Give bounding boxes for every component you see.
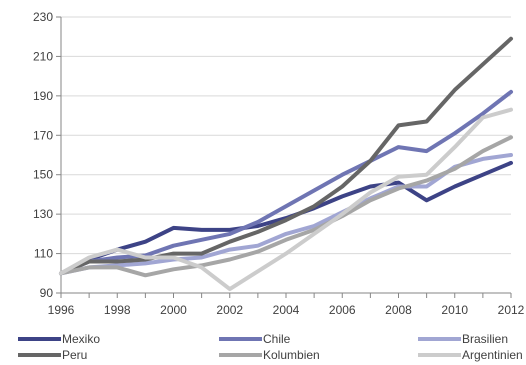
x-tick-label: 2010 (441, 303, 468, 317)
series-line-kolumbien (59, 135, 513, 278)
x-tick-label: 2012 (498, 303, 525, 317)
legend-label-kolumbien: Kolumbien (263, 348, 320, 362)
x-tick-label: 1996 (48, 303, 75, 317)
y-tick-label: 90 (40, 286, 54, 300)
x-tick-label: 2008 (385, 303, 412, 317)
series-line-brasilien (59, 153, 513, 276)
legend-label-argentinien: Argentinien (462, 348, 523, 362)
legend-label-peru: Peru (62, 348, 87, 362)
y-tick-label: 210 (33, 49, 53, 63)
x-tick-label: 2000 (160, 303, 187, 317)
x-tick-label: 2004 (273, 303, 300, 317)
legend-label-chile: Chile (263, 332, 291, 346)
series-line-peru (59, 36, 513, 276)
legend-label-brasilien: Brasilien (462, 332, 508, 346)
x-tick-label: 2006 (329, 303, 356, 317)
y-axis-ticks: 90 110 130 150 170 190 210 230 (33, 10, 61, 300)
y-tick-label: 190 (33, 89, 53, 103)
y-tick-label: 230 (33, 10, 53, 24)
series-line-argentinien (59, 107, 513, 292)
gridlines (61, 16, 511, 255)
y-tick-label: 150 (33, 168, 53, 182)
y-tick-label: 110 (34, 247, 53, 261)
x-tick-label: 1998 (104, 303, 131, 317)
x-tick-label: 2002 (216, 303, 243, 317)
legend-label-mexiko: Mexiko (62, 332, 100, 346)
legend: Mexiko Chile Brasilien Peru Kolumbien Argenti… (18, 332, 523, 362)
y-tick-label: 130 (33, 207, 53, 221)
x-axis-ticks: 1996 1998 2000 2002 2004 2006 2008 2010 2012 (48, 293, 525, 317)
y-tick-label: 170 (33, 128, 53, 142)
series-lines (59, 36, 513, 292)
